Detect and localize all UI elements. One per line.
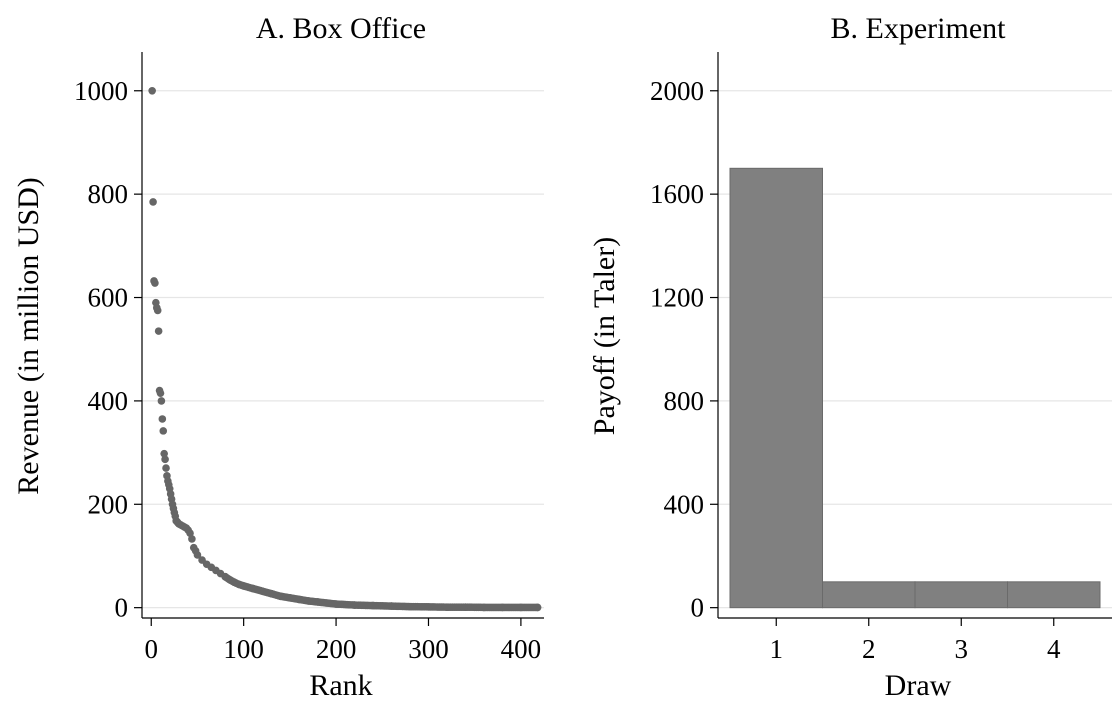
- panel-a-point: [162, 464, 170, 472]
- panel-a-points: [148, 86, 542, 612]
- panel-b-x-axis-label: Draw: [885, 669, 952, 698]
- panel-a-x-tick-label: 400: [501, 634, 542, 664]
- panel-a-y-tick-label: 800: [88, 179, 129, 209]
- panel-a-point: [160, 449, 168, 458]
- panel-a-y-tick-label: 600: [88, 283, 129, 313]
- panel-b-y-tick-label: 0: [691, 593, 705, 623]
- panel-b-y-tick-label: 1600: [650, 179, 704, 209]
- panel-b-title: B. Experiment: [831, 12, 1007, 45]
- panel-a-title: A. Box Office: [256, 12, 426, 45]
- panel-a-point: [156, 389, 165, 397]
- panel-b-experiment: 0 400 800 1200 1600 2000 1 2 3 4 B. Experiment D…: [588, 12, 1112, 702]
- panel-b-bar: [822, 581, 916, 609]
- panel-b-x-tick-label: 3: [955, 634, 969, 664]
- panel-b-y-tick-label: 2000: [650, 76, 704, 106]
- panel-a-gridlines: [142, 90, 544, 609]
- panel-b-bar: [914, 581, 1008, 609]
- panel-a-box-office: 0 200 400 600 800 1000 0 100 200 300 400 A. Box O…: [12, 12, 544, 702]
- panel-a-point: [161, 455, 169, 464]
- panel-a-point: [533, 603, 542, 612]
- panel-a-point: [149, 198, 157, 206]
- panel-a-point: [193, 551, 202, 559]
- panel-b-bar: [1007, 581, 1101, 609]
- panel-a-point: [158, 415, 167, 423]
- panel-a-point: [157, 397, 166, 405]
- panel-a-y-tick-label: 400: [88, 386, 129, 416]
- panel-b-y-tick-label: 1200: [650, 283, 704, 313]
- panel-a-x-ticks: 0 100 200 300 400: [144, 618, 541, 664]
- panel-a-x-tick-label: 100: [223, 634, 264, 664]
- panel-a-x-tick-label: 300: [408, 634, 449, 664]
- panel-b-y-tick-label: 800: [664, 386, 705, 416]
- panel-a-point: [188, 535, 196, 543]
- panel-b-x-tick-label: 1: [770, 634, 784, 664]
- panel-a-point: [159, 427, 168, 435]
- panel-a-y-tick-label: 1000: [74, 76, 128, 106]
- panel-b-y-axis-label: Payoff (in Taler): [588, 237, 621, 435]
- panel-a-x-tick-label: 0: [144, 634, 158, 664]
- panel-b-x-tick-label: 2: [862, 634, 876, 664]
- panel-a-point: [148, 86, 156, 95]
- panel-a-y-axis-label: Revenue (in million USD): [12, 177, 45, 494]
- panel-a-x-axis-label: Rank: [309, 669, 372, 698]
- panel-a-point: [154, 327, 163, 335]
- panel-a-y-tick-label: 200: [88, 489, 129, 519]
- panel-a-point: [153, 306, 162, 315]
- panel-b-y-tick-label: 400: [664, 489, 705, 519]
- panel-a-x-tick-label: 200: [316, 634, 357, 664]
- panel-b-y-ticks: 0 400 800 1200 1600 2000: [650, 76, 718, 623]
- panel-a-point: [151, 279, 159, 287]
- panel-b-x-ticks: 1 2 3 4: [770, 618, 1061, 664]
- panel-a-y-ticks: 0 200 400 600 800 1000: [74, 76, 142, 623]
- panel-b-bars: [729, 167, 1101, 609]
- panel-a-y-tick-label: 0: [115, 593, 129, 623]
- panel-b-bar: [729, 167, 823, 609]
- panel-b-x-tick-label: 4: [1047, 634, 1061, 664]
